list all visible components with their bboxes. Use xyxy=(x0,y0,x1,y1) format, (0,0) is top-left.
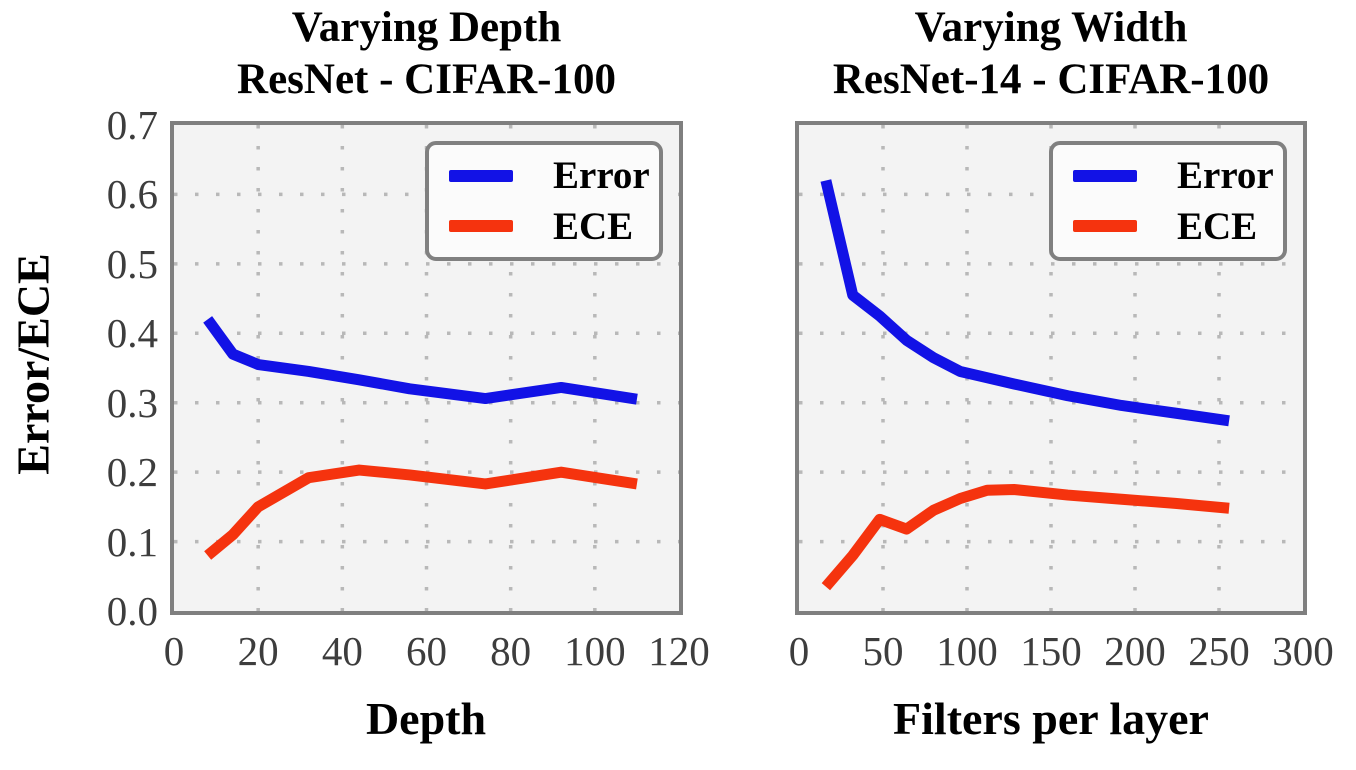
left-x-axis-label: Depth xyxy=(365,693,487,744)
line-ece xyxy=(204,464,638,560)
left-plot-title: Varying Depth ResNet - CIFAR-100 xyxy=(170,2,683,106)
legend-row-error: Error xyxy=(1053,156,1283,195)
x-tick-label: 200 xyxy=(1104,628,1166,674)
x-tick-label: 40 xyxy=(321,628,363,674)
left-plot-title-line1: Varying Depth xyxy=(291,4,562,51)
y-tick-label: 0.5 xyxy=(106,240,158,287)
x-tick-label: 80 xyxy=(490,628,532,674)
ece-line-swatch xyxy=(449,220,513,233)
right-x-axis-label: Filters per layer xyxy=(893,693,1209,744)
x-tick-label: 250 xyxy=(1188,628,1250,674)
left-plot-axes: Error ECE xyxy=(170,121,683,615)
right-plot-title-line1: Varying Width xyxy=(914,4,1188,51)
legend-row-error: Error xyxy=(429,156,659,195)
x-tick-label: 0 xyxy=(163,628,185,674)
y-tick-label: 0.3 xyxy=(106,379,158,426)
y-tick-label: 0.7 xyxy=(106,102,158,148)
left-plot-title-line2: ResNet - CIFAR-100 xyxy=(237,56,616,103)
line-ece xyxy=(821,484,1230,591)
x-tick-label: 0 xyxy=(788,628,810,674)
error-line-swatch xyxy=(1073,169,1137,182)
ece-line-swatch xyxy=(1073,220,1137,233)
right-plot-axes: Error ECE xyxy=(795,121,1307,615)
y-tick-label: 0.4 xyxy=(106,310,158,357)
x-tick-label: 100 xyxy=(936,628,998,674)
y-tick-label: 0.0 xyxy=(106,588,158,634)
legend-label-ece: ECE xyxy=(553,204,634,248)
y-tick-label: 0.6 xyxy=(106,171,158,218)
right-legend: Error ECE xyxy=(1049,141,1287,261)
x-tick-label: 60 xyxy=(406,628,447,674)
x-tick-label: 120 xyxy=(648,628,710,674)
legend-label-error: Error xyxy=(553,154,650,198)
error-line-swatch xyxy=(449,169,513,182)
x-tick-label: 50 xyxy=(862,628,904,674)
legend-label-error: Error xyxy=(1177,154,1274,198)
x-tick-label: 300 xyxy=(1272,628,1334,674)
x-tick-label: 100 xyxy=(564,628,626,674)
line-error xyxy=(820,179,1230,427)
legend-row-ece: ECE xyxy=(429,207,659,246)
x-tick-label: 20 xyxy=(237,628,279,674)
line-error xyxy=(203,316,638,405)
right-plot-title-line2: ResNet-14 - CIFAR-100 xyxy=(832,56,1270,103)
right-plot-title: Varying Width ResNet-14 - CIFAR-100 xyxy=(795,2,1307,106)
x-tick-label: 150 xyxy=(1020,628,1082,674)
y-tick-label: 0.1 xyxy=(106,518,158,565)
legend-label-ece: ECE xyxy=(1177,204,1258,248)
y-tick-label: 0.2 xyxy=(106,449,158,496)
left-legend: Error ECE xyxy=(425,141,663,261)
legend-row-ece: ECE xyxy=(1053,207,1283,246)
